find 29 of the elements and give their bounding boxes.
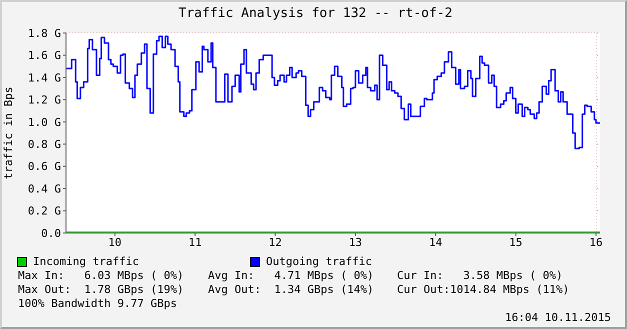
x-tick-label: 12 (268, 236, 282, 249)
y-tick-label: 1.2 G (28, 94, 61, 107)
x-tick-label: 13 (348, 236, 362, 249)
text: Cur Out:1014.84 MBps (11%) (397, 283, 570, 296)
y-axis-title: traffic in Bps (2, 86, 15, 180)
text: Max Out: 1.78 GBps (19%) (18, 283, 185, 296)
x-tick-label: 16 (589, 236, 603, 249)
text: 100% Bandwidth 9.77 GBps (18, 297, 177, 310)
x-tick-label: 11 (188, 236, 202, 249)
x-tick-label: 15 (509, 236, 522, 249)
text: Avg Out: 1.34 GBps (14%) (208, 283, 375, 296)
x-tick-label: 14 (429, 236, 443, 249)
chart-title: Traffic Analysis for 132 -- rt-of-2 (178, 6, 454, 21)
text: Avg In: 4.71 MBps ( 0%) (208, 269, 375, 282)
x-tick-label: 10 (108, 236, 122, 249)
legend-label: Incoming traffic (33, 255, 139, 268)
y-tick-label: 0.4 G (28, 182, 61, 196)
y-tick-label: 0.8 G (28, 138, 61, 152)
y-tick-label: 0.2 G (28, 204, 61, 218)
y-tick-label: 1.0 G (28, 116, 61, 129)
y-tick-label: 1.8 G (28, 26, 61, 40)
text: Max In: 6.03 MBps ( 0%) (18, 269, 185, 282)
text: Cur In: 3.58 MBps ( 0%) (397, 269, 564, 282)
y-tick-label: 0.6 G (28, 160, 61, 174)
y-tick-label: 0.0 (41, 226, 61, 240)
legend-label: Outgoing traffic (266, 255, 372, 268)
y-tick-label: 1.6 G (28, 49, 61, 62)
y-tick-label: 1.4 G (28, 71, 61, 84)
text: 16:04 10.11.2015 (505, 311, 611, 324)
